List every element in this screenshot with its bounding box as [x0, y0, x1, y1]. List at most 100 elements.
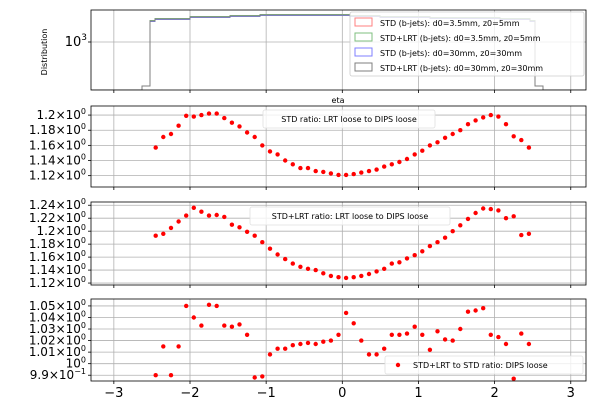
data-point [526, 341, 532, 347]
data-point [420, 332, 425, 337]
data-point [382, 266, 387, 271]
data-point [328, 171, 334, 176]
ytick-label: 1.16×100 [29, 249, 86, 264]
data-point [404, 331, 410, 336]
data-point [237, 322, 242, 327]
legend-label-3: STD+LRT (b-jets): d0=30mm, z0=30mm [380, 64, 543, 73]
data-point [511, 376, 516, 381]
data-point [184, 213, 189, 218]
data-point [313, 168, 318, 174]
legend-frame [249, 206, 451, 226]
scatter-points [153, 111, 532, 178]
data-point [199, 112, 204, 118]
data-point [290, 162, 295, 167]
data-point [389, 261, 394, 266]
data-point [321, 339, 326, 344]
data-point [458, 223, 463, 228]
panel-ratio-3: 9.9×10−11001.01×1001.02×1001.03×1001.04×… [29, 298, 587, 401]
data-point [206, 213, 212, 218]
legend-label: STD ratio: LRT loose to DIPS loose [281, 115, 417, 124]
data-point [503, 122, 509, 127]
data-point [184, 113, 189, 119]
data-point [222, 115, 227, 121]
data-point [404, 156, 410, 162]
ytick-label: 1.24×100 [29, 197, 86, 212]
data-point [191, 205, 196, 210]
xtick-label: 2 [490, 386, 498, 401]
data-point [427, 143, 433, 148]
legend-frame [349, 11, 585, 77]
data-point [153, 233, 158, 238]
data-point [519, 232, 524, 238]
scatter-points [153, 302, 532, 381]
data-point [458, 326, 463, 332]
ytick-label: 1.12×100 [29, 168, 86, 183]
legend-label-1: STD+LRT (b-jets): d0=3.5mm, z0=5mm [380, 34, 541, 43]
data-point [283, 256, 288, 262]
data-point [442, 337, 448, 342]
panel-ratio-2: 1.12×1001.14×1001.16×1001.18×1001.2×1001… [29, 197, 587, 290]
data-point [374, 352, 379, 357]
ylabel-distribution: Distribution [40, 29, 49, 76]
ytick-label: 1.2×100 [36, 107, 86, 122]
data-point [290, 261, 295, 266]
data-point [503, 216, 509, 221]
legend-frame [262, 109, 436, 129]
xtick-label: −2 [180, 386, 199, 401]
data-point [161, 231, 166, 236]
data-point [153, 145, 158, 150]
data-point [168, 131, 174, 137]
data-point [298, 165, 303, 171]
data-point [222, 214, 227, 220]
data-point [298, 264, 303, 269]
xtick-label: −3 [104, 386, 123, 401]
data-point [260, 240, 265, 245]
data-point [214, 212, 219, 218]
data-point [298, 341, 303, 347]
data-point [176, 123, 181, 128]
data-point [229, 324, 235, 329]
data-point [237, 124, 242, 129]
data-point [366, 352, 372, 357]
data-point [191, 114, 196, 119]
legend-label: STD+LRT ratio: LRT loose to DIPS loose [272, 212, 429, 221]
legend-ratio-3: STD+LRT to STD ratio: DIPS loose [384, 355, 584, 375]
ratio-panels: 1.12×1001.14×1001.16×1001.18×1001.2×100S… [29, 105, 587, 401]
data-point [161, 134, 166, 140]
data-point [343, 275, 349, 281]
data-point [275, 252, 280, 257]
data-point [503, 341, 509, 347]
legend-label-0: STD (b-jets): d0=3.5mm, z0=5mm [380, 19, 520, 28]
data-point [336, 332, 341, 337]
data-point [496, 334, 501, 340]
scatter-points [153, 205, 532, 281]
data-point [336, 275, 341, 280]
data-point [465, 122, 471, 127]
legend-label-2: STD (b-jets): d0=30mm, z0=30mm [380, 49, 522, 58]
data-point [260, 143, 265, 148]
data-point [488, 112, 493, 118]
ytick-label: 1.12×100 [29, 275, 86, 290]
data-point [496, 208, 501, 213]
data-point [397, 332, 402, 337]
data-point [389, 162, 394, 167]
data-point [519, 331, 524, 336]
data-point [260, 374, 265, 379]
data-point [153, 373, 158, 378]
data-point [427, 347, 433, 352]
data-point [244, 229, 250, 234]
data-point [328, 273, 334, 279]
data-point [290, 343, 295, 348]
data-point [275, 346, 280, 351]
data-point [161, 344, 166, 349]
data-point [442, 235, 448, 240]
xtick-label: 0 [338, 386, 346, 401]
xticks-distribution [113, 90, 572, 93]
data-point [450, 338, 455, 343]
data-point [199, 323, 204, 328]
data-point [267, 246, 273, 251]
data-point [488, 332, 493, 337]
data-point [343, 310, 349, 316]
data-point [465, 309, 471, 314]
